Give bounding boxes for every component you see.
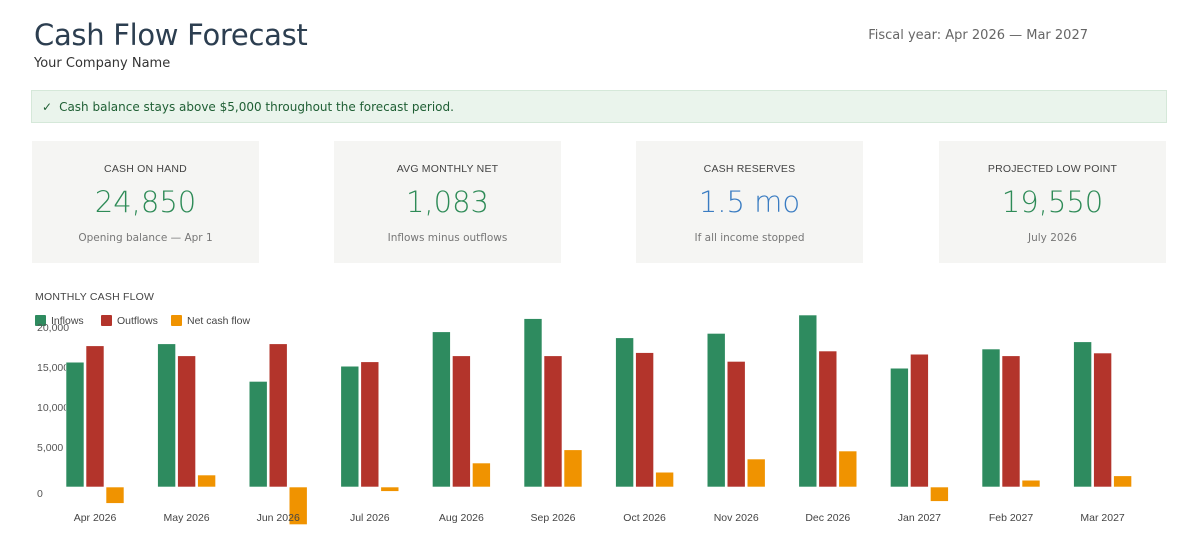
bar-inflows <box>65 361 85 488</box>
bar-outflows <box>268 343 288 488</box>
card-cash-on-hand: CASH ON HAND 24,850 Opening balance — Ap… <box>32 141 259 263</box>
legend-swatch-0 <box>35 315 46 326</box>
bar-inflows <box>248 381 268 488</box>
x-tick-label: Mar 2027 <box>1080 512 1125 524</box>
bar-net-cash-flow <box>655 471 674 488</box>
bar-inflows <box>340 365 360 488</box>
bar-inflows <box>890 367 909 488</box>
card-value: 19,550 <box>1001 185 1104 219</box>
card-cash-reserves: CASH RESERVES 1.5 mo If all income stopp… <box>636 141 863 263</box>
y-tick-label: 5,000 <box>37 442 63 454</box>
card-label: CASH RESERVES <box>703 163 796 175</box>
bar-net-cash-flow <box>288 486 308 525</box>
legend-swatch-1 <box>101 315 112 326</box>
fiscal-year: Fiscal year: Apr 2026 — Mar 2027 <box>868 28 1088 43</box>
bar-net-cash-flow <box>930 486 949 502</box>
x-tick-label: Apr 2026 <box>74 512 117 524</box>
legend-label-2: Net cash flow <box>187 315 250 327</box>
card-note: Opening balance — Apr 1 <box>78 232 213 244</box>
legend-swatch-2 <box>171 315 182 326</box>
card-value: 1,083 <box>405 185 490 219</box>
bar-inflows <box>157 343 176 488</box>
x-tick-label: Nov 2026 <box>714 512 759 524</box>
bar-outflows <box>452 355 471 488</box>
bar-outflows <box>910 353 929 488</box>
bar-outflows <box>177 355 196 488</box>
bar-outflows <box>1001 355 1021 488</box>
x-tick-label: Feb 2027 <box>989 512 1034 524</box>
bar-net-cash-flow <box>197 474 216 488</box>
card-label: AVG MONTHLY NET <box>396 163 499 175</box>
bar-net-cash-flow <box>1113 475 1132 488</box>
bar-net-cash-flow <box>563 449 583 488</box>
legend-label-1: Outflows <box>117 315 158 327</box>
bar-inflows <box>523 318 543 488</box>
company-name: Your Company Name <box>34 56 171 71</box>
bar-outflows <box>635 352 654 488</box>
bar-inflows <box>615 337 634 488</box>
x-tick-label: Aug 2026 <box>439 512 484 524</box>
card-note: If all income stopped <box>694 232 805 244</box>
bar-outflows <box>726 361 746 488</box>
card-label: CASH ON HAND <box>104 163 187 175</box>
bar-outflows <box>818 350 838 488</box>
check-icon: ✓ <box>42 99 53 114</box>
bar-net-cash-flow <box>1021 479 1041 488</box>
card-label: PROJECTED LOW POINT <box>987 163 1118 175</box>
banner-text: Cash balance stays above $5,000 througho… <box>59 99 454 114</box>
x-tick-label: Sep 2026 <box>531 512 576 524</box>
bar-outflows <box>1093 352 1112 488</box>
status-banner: ✓ Cash balance stays above $5,000 throug… <box>31 90 1167 123</box>
bar-net-cash-flow <box>472 462 491 488</box>
card-value: 24,850 <box>94 185 197 219</box>
bar-outflows <box>543 355 563 488</box>
bar-outflows <box>85 345 105 488</box>
card-note: Inflows minus outflows <box>387 232 508 244</box>
bar-inflows <box>798 314 818 488</box>
legend-label-0: Inflows <box>51 315 84 327</box>
x-tick-label: Jun 2026 <box>257 512 300 524</box>
x-tick-label: Oct 2026 <box>623 512 666 524</box>
bar-outflows <box>360 361 380 488</box>
card-avg-monthly-net: AVG MONTHLY NET 1,083 Inflows minus outf… <box>334 141 561 263</box>
card-note: July 2026 <box>1028 232 1077 244</box>
card-value: 1.5 mo <box>698 185 801 219</box>
bar-inflows <box>1073 341 1092 488</box>
y-tick-label: 15,000 <box>37 362 69 374</box>
x-tick-label: Dec 2026 <box>805 512 850 524</box>
bar-net-cash-flow <box>746 458 766 488</box>
bar-inflows <box>706 333 726 488</box>
x-tick-label: Jan 2027 <box>898 512 941 524</box>
bar-net-cash-flow <box>380 486 400 492</box>
y-tick-label: 10,000 <box>37 402 69 414</box>
y-tick-label: 0 <box>37 488 43 500</box>
x-tick-label: May 2026 <box>164 512 210 524</box>
chart-title: MONTHLY CASH FLOW <box>35 291 155 303</box>
bar-net-cash-flow <box>838 450 858 488</box>
bar-inflows <box>981 348 1001 488</box>
x-tick-label: Jul 2026 <box>350 512 390 524</box>
bar-net-cash-flow <box>105 486 125 504</box>
y-tick-label: 20,000 <box>37 322 69 334</box>
bar-inflows <box>432 331 451 488</box>
card-projected-low-point: PROJECTED LOW POINT 19,550 July 2026 <box>939 141 1166 263</box>
page-title: Cash Flow Forecast <box>34 18 308 52</box>
